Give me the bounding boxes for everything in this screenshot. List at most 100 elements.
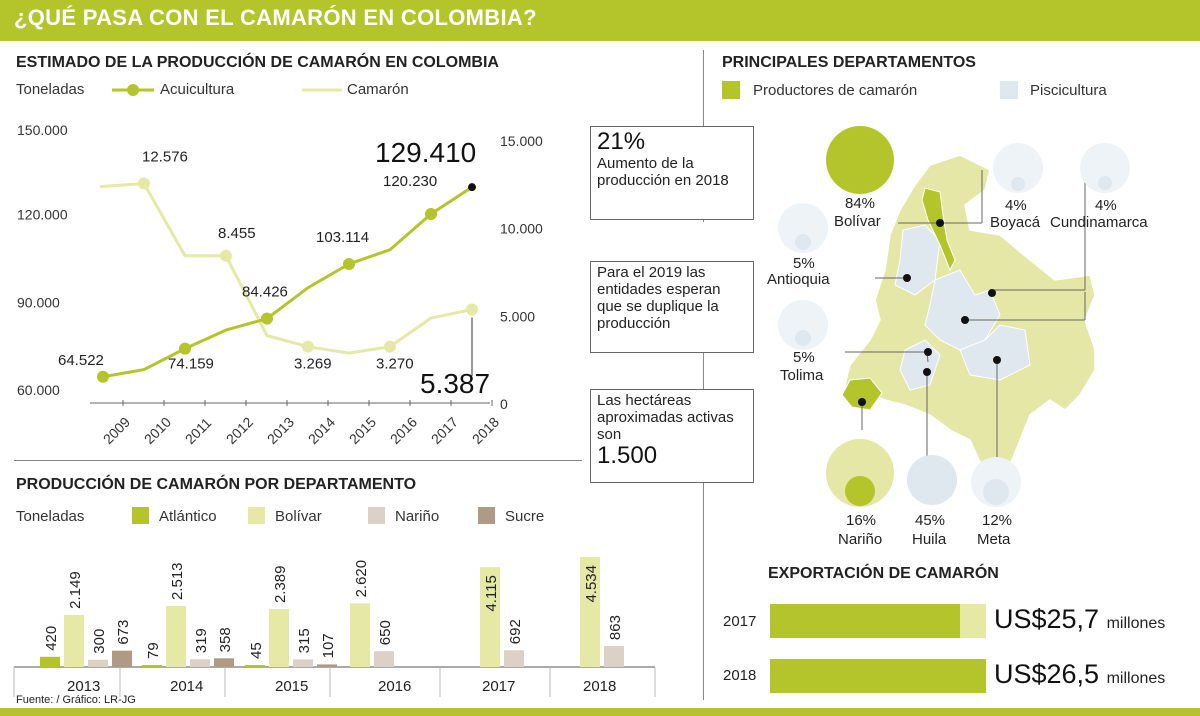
right-axis-tick: 15.000 <box>500 133 543 149</box>
bar-nariño <box>190 659 210 667</box>
bar-category-label: 2014 <box>170 678 203 695</box>
x-tick-label: 2014 <box>305 414 338 447</box>
export-value-2018: US$26,5 millones <box>994 659 1166 689</box>
series-camaron-point <box>138 177 150 190</box>
bar-data-label: 673 <box>115 620 132 645</box>
right-axis-tick: 5.000 <box>500 308 535 324</box>
left-axis-tick: 150.000 <box>17 122 68 138</box>
dept-bar-chart: 2013 2014 2015 2016 2017 2018 420 2.149 300 673 79… <box>13 557 656 697</box>
x-tick-label: 2011 <box>182 414 215 447</box>
map-meta-pct: 12% <box>982 512 1013 529</box>
bubble-narino-inner <box>845 476 875 506</box>
bar-data-label: 2.513 <box>169 562 186 600</box>
bubble-narino-outer <box>826 439 894 507</box>
x-tick-label: 2017 <box>428 414 461 447</box>
bar-nariño <box>504 650 524 667</box>
bubble-boyaca-inner <box>1011 177 1025 191</box>
legend-sucre-swatch <box>478 507 495 524</box>
bolivar-region <box>921 187 956 272</box>
export-year-2018: 2018 <box>723 667 757 684</box>
bar-bolívar <box>269 609 289 667</box>
map-boyaca-label: Boyacá <box>990 214 1041 231</box>
map-huila-pct: 45% <box>915 512 946 529</box>
bubble-antioquia-outer <box>778 203 828 253</box>
marker-boyaca <box>988 289 996 297</box>
left-axis-tick: 90.000 <box>17 294 60 310</box>
bar-data-label: 319 <box>193 628 210 653</box>
marker-bolivar <box>936 219 944 227</box>
callout-hectareas-value: 1.500 <box>597 442 658 469</box>
export-year-2017: 2017 <box>723 613 757 630</box>
series-acuicultura-point <box>425 207 437 220</box>
bar-data-label: 300 <box>91 629 108 654</box>
legend-bolivar-label: Bolívar <box>275 508 322 525</box>
bar-category-label: 2018 <box>583 678 616 695</box>
bubble-meta-inner <box>983 479 1009 505</box>
bar-nariño <box>374 651 394 667</box>
legend-acuicultura-label: Acuicultura <box>160 81 235 98</box>
legend-productores-label: Productores de camarón <box>753 82 918 99</box>
series-camaron-point <box>466 303 478 316</box>
title-bar <box>0 0 1200 41</box>
legend-piscicultura-swatch <box>1000 81 1018 99</box>
marker-huila <box>923 368 931 376</box>
bar-data-label: 2.620 <box>353 560 370 598</box>
legend-productores-swatch <box>722 81 740 99</box>
map-bolivar-label: Bolívar <box>834 213 881 230</box>
bubble-tolima-inner <box>795 330 811 346</box>
legend-piscicultura-label: Piscicultura <box>1030 82 1107 99</box>
series-acuicultura-point <box>343 258 355 271</box>
bar-data-label: 420 <box>43 626 60 651</box>
legend-bolivar-swatch <box>248 507 265 524</box>
marker-narino <box>858 398 866 406</box>
line-data-label: 3.269 <box>294 356 332 373</box>
meta-region <box>959 324 1031 381</box>
marker-tolima <box>924 348 932 356</box>
series-acuicultura-line <box>102 185 473 379</box>
bar-bolívar <box>64 614 84 667</box>
map-antioquia-label: Antioquia <box>767 271 830 288</box>
x-tick-label: 2013 <box>264 414 297 447</box>
callout-aumento-text: Aumento de la producción en 2018 <box>597 155 729 189</box>
highlight-camaron-2018: 5.387 <box>420 368 491 399</box>
line-data-label: 3.270 <box>376 356 414 373</box>
x-tick-label: 2015 <box>346 414 379 447</box>
line-data-label: 12.576 <box>142 149 188 166</box>
callout-2019: Para el 2019 las entidades esperan que s… <box>590 261 754 353</box>
map-cundinamarca-pct: 4% <box>1095 197 1117 214</box>
bar-data-label: 2.389 <box>272 565 289 603</box>
production-unit-label: Toneladas <box>16 81 85 98</box>
export-value-2017: US$25,7 millones <box>994 604 1166 634</box>
series-camaron-point <box>302 340 314 353</box>
page-title: ¿QUÉ PASA CON EL CAMARÓN EN COLOMBIA? <box>14 5 537 30</box>
callout-aumento: 21% Aumento de la producción en 2018 <box>590 126 754 220</box>
dept-unit-label: Toneladas <box>16 508 85 525</box>
map-antioquia-pct: 5% <box>793 255 815 272</box>
legend-acuicultura-swatch <box>112 84 154 96</box>
line-data-label: 74.159 <box>168 356 214 373</box>
bar-data-label: 45 <box>248 642 265 659</box>
dept-chart-title: PRODUCCIÓN DE CAMARÓN POR DEPARTAMENTO <box>16 476 417 493</box>
legend-narino-label: Nariño <box>395 508 440 525</box>
series-acuicultura-point <box>179 342 191 355</box>
bar-data-label: 863 <box>607 615 624 640</box>
bar-category-label: 2017 <box>482 678 515 695</box>
bar-nariño <box>293 659 313 667</box>
bar-sucre <box>317 664 337 667</box>
export-title: EXPORTACIÓN DE CAMARÓN <box>768 565 999 582</box>
left-axis-tick: 60.000 <box>17 382 60 398</box>
legend-camaron-label: Camarón <box>347 81 409 98</box>
bar-category-label: 2016 <box>378 678 411 695</box>
map-cundinamarca-label: Cundinamarca <box>1050 214 1148 231</box>
map-huila-label: Huila <box>912 531 947 548</box>
divider-left <box>14 460 582 461</box>
marker-cundinamarca <box>961 316 969 324</box>
legend-narino-swatch <box>368 507 385 524</box>
map-tolima-label: Tolima <box>780 367 824 384</box>
colombia-map <box>778 126 1130 507</box>
bubble-boyaca-outer <box>993 143 1043 193</box>
bubble-huila <box>907 455 957 505</box>
export-bar-2018 <box>770 659 986 693</box>
legend-atlantico-label: Atlántico <box>159 508 217 525</box>
x-tick-label: 2016 <box>387 414 420 447</box>
